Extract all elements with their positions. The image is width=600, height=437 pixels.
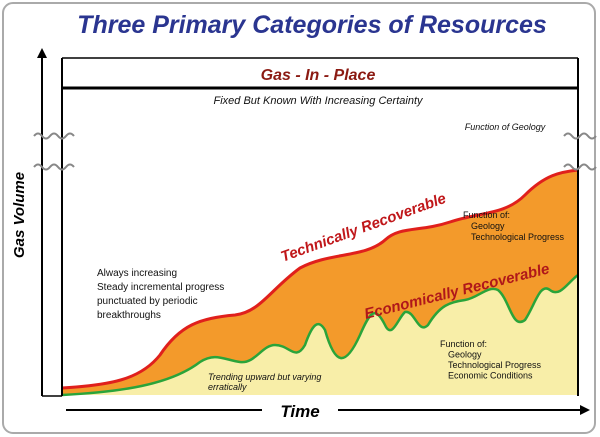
- gip-note: Function of Geology: [465, 122, 546, 132]
- technically-curve: [61, 168, 579, 390]
- gip-title: Gas - In - Place: [261, 67, 376, 84]
- note-line: Economic Conditions: [448, 371, 533, 381]
- left-note: Always increasing Steady incremental prog…: [97, 268, 224, 321]
- note-line: Steady incremental progress: [97, 282, 224, 293]
- gip-subtitle: Fixed But Known With Increasing Certaint…: [214, 95, 424, 107]
- note-line: breakthroughs: [97, 310, 161, 321]
- title: Three Primary Categories of Resources: [77, 11, 547, 39]
- x-axis-label: Time: [280, 402, 319, 421]
- note-line: Trending upward but varying: [208, 372, 321, 382]
- note-line: Technological Progress: [448, 360, 542, 370]
- x-label-bg: [262, 400, 338, 420]
- note-line: Geology: [448, 350, 482, 360]
- y-axis-label: Gas Volume: [11, 172, 28, 258]
- note-line: Technological Progress: [471, 232, 565, 242]
- note-line: Always increasing: [97, 268, 177, 279]
- economically-curve: [61, 273, 579, 397]
- note-line: punctuated by periodic: [97, 296, 198, 307]
- note-line: erratically: [208, 382, 247, 392]
- note-line: Function of:: [440, 339, 487, 349]
- note-line: Geology: [471, 221, 505, 231]
- note-line: Function of:: [463, 210, 510, 220]
- axis-breaks: [33, 132, 597, 171]
